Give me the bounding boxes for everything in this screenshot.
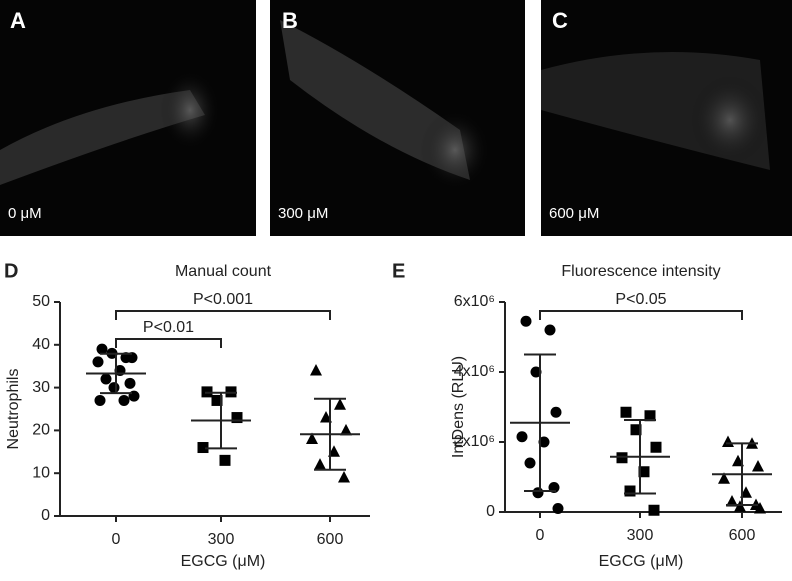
data-point [726,495,738,507]
data-point [722,435,734,447]
significance-bracket [115,338,222,348]
x-tick-label: 300 [208,531,235,548]
data-point [754,502,766,514]
data-point [126,352,138,364]
data-point [92,356,104,368]
data-point [94,394,106,406]
data-point [197,442,209,454]
data-point [211,394,223,406]
x-tick-label: 0 [536,527,545,544]
image-a: A 0 μM [0,0,256,236]
y-axis-label: Neutrophils [5,369,22,450]
panel-caption: 300 μM [278,205,328,222]
data-point [108,382,120,394]
data-point [718,472,730,484]
data-point [524,457,536,469]
panel-label: B [282,8,298,33]
y-tick-label: 4x10⁶ [454,363,495,380]
data-point [96,343,108,355]
data-point [650,441,662,453]
data-point [118,394,130,406]
data-point [752,460,764,472]
y-axis-label: IntDens (RLU) [450,356,467,458]
data-point [624,485,636,497]
y-tick-label: 50 [32,293,50,310]
significance-label: P<0.01 [143,319,194,336]
data-point [219,454,231,466]
y-tick-label: 2x10⁶ [454,433,495,450]
panel-caption: 600 μM [549,205,599,222]
data-point [648,504,660,516]
panel-label: A [10,8,26,33]
data-point [544,324,556,336]
y-tick-label: 6x10⁶ [454,293,495,310]
data-point [552,503,564,514]
y-tick-label: 40 [32,336,50,353]
data-point [124,377,136,389]
significance-label: P<0.001 [193,291,253,308]
image-c: C 600 μM [541,0,792,236]
x-axis-label: EGCG (μM) [599,553,684,570]
y-tick-label: 0 [486,503,495,520]
data-point [338,470,350,483]
y-tick-label: 30 [32,379,50,396]
image-b: B 300 μM [270,0,525,236]
data-point [550,406,562,418]
x-tick-label: 300 [627,527,654,544]
x-axis-label: EGCG (μM) [181,553,266,570]
data-point [340,423,352,436]
x-tick-label: 0 [112,531,121,548]
significance-bracket [115,310,331,320]
data-point [620,406,632,418]
significance-label: P<0.05 [615,291,666,308]
x-tick-label: 600 [729,527,756,544]
panel-label: D [4,260,18,282]
data-point [520,315,532,327]
x-tick-label: 600 [317,531,344,548]
panel-caption: 0 μM [8,205,42,222]
y-tick-label: 20 [32,422,50,439]
data-point [314,458,326,470]
data-point [100,373,112,385]
data-point [516,431,528,443]
significance-bracket [539,310,743,320]
panel-label: E [392,260,405,282]
chart-title: Fluorescence intensity [561,263,720,280]
panel-label: C [552,8,568,33]
y-tick-label: 10 [32,464,50,481]
data-point [638,466,650,478]
data-point [310,363,322,376]
chart-title: Manual count [175,263,272,280]
data-point [630,424,642,436]
y-tick-label: 0 [41,507,50,524]
data-point [616,452,628,464]
data-point [644,410,656,422]
data-point [306,432,318,444]
data-point [532,487,544,499]
data-point [231,412,243,424]
data-point [530,366,542,378]
data-point [538,436,550,448]
data-point [334,398,346,410]
